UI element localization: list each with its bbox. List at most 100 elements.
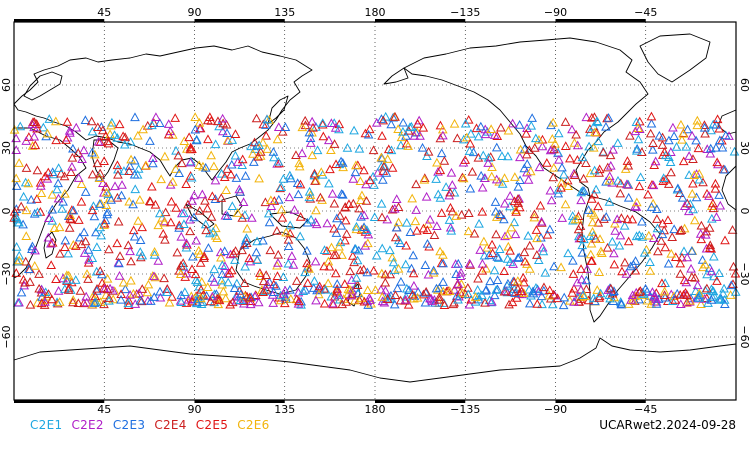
obs-triangle bbox=[222, 128, 232, 137]
obs-triangle bbox=[407, 289, 418, 299]
obs-triangle bbox=[428, 267, 439, 277]
obs-triangle bbox=[147, 120, 157, 130]
obs-triangle bbox=[434, 294, 445, 304]
obs-triangle bbox=[622, 214, 633, 224]
obs-triangle bbox=[87, 253, 98, 262]
obs-triangle bbox=[646, 202, 657, 211]
obs-triangle bbox=[247, 213, 257, 222]
obs-triangle bbox=[549, 261, 559, 271]
obs-triangle bbox=[592, 117, 603, 127]
obs-triangle bbox=[73, 298, 84, 308]
obs-triangle bbox=[199, 253, 209, 262]
obs-triangle bbox=[519, 163, 530, 173]
obs-triangle bbox=[663, 215, 673, 225]
obs-triangle bbox=[203, 243, 214, 252]
obs-triangle bbox=[504, 299, 514, 309]
obs-triangle bbox=[572, 140, 583, 150]
obs-triangle bbox=[385, 245, 395, 255]
obs-triangle bbox=[304, 263, 314, 273]
obs-triangle bbox=[467, 166, 478, 176]
obs-triangle bbox=[627, 214, 638, 224]
obs-triangle bbox=[210, 175, 221, 185]
obs-triangle bbox=[700, 128, 710, 138]
obs-triangle bbox=[499, 173, 510, 182]
obs-triangle bbox=[673, 183, 683, 193]
obs-triangle bbox=[573, 231, 584, 241]
obs-triangle bbox=[116, 294, 126, 304]
obs-triangle bbox=[519, 277, 529, 287]
obs-triangle bbox=[529, 143, 540, 152]
obs-triangle bbox=[381, 168, 392, 177]
obs-triangle bbox=[327, 298, 338, 308]
obs-triangle bbox=[310, 176, 320, 185]
obs-triangle bbox=[40, 171, 51, 181]
obs-triangle bbox=[325, 164, 335, 174]
obs-triangle bbox=[377, 212, 387, 222]
obs-triangle bbox=[586, 112, 597, 122]
obs-triangle bbox=[652, 214, 662, 223]
obs-triangle bbox=[517, 289, 528, 299]
obs-triangle bbox=[302, 258, 312, 268]
obs-triangle bbox=[676, 225, 687, 234]
obs-triangle bbox=[103, 138, 114, 148]
obs-triangle bbox=[206, 211, 217, 221]
obs-triangle bbox=[141, 160, 151, 170]
obs-triangle bbox=[558, 169, 569, 179]
lon-tick-label-bottom: 90 bbox=[188, 403, 202, 416]
obs-triangle bbox=[80, 115, 91, 125]
obs-triangle bbox=[341, 297, 351, 306]
obs-triangle bbox=[102, 207, 113, 216]
obs-triangle bbox=[258, 276, 269, 286]
legend-item: C2E6 bbox=[237, 418, 270, 432]
obs-triangle bbox=[114, 119, 125, 129]
obs-triangle bbox=[518, 272, 529, 282]
obs-triangle bbox=[643, 230, 654, 240]
obs-triangle bbox=[248, 149, 258, 158]
coastline-antarctica bbox=[13, 337, 737, 401]
obs-triangle bbox=[510, 172, 520, 181]
obs-triangle bbox=[36, 284, 47, 294]
obs-triangle bbox=[351, 224, 362, 234]
obs-triangle bbox=[377, 243, 388, 253]
obs-triangle bbox=[675, 225, 685, 235]
obs-triangle bbox=[537, 141, 548, 151]
obs-triangle bbox=[97, 278, 108, 287]
obs-triangle bbox=[682, 124, 693, 134]
legend: C2E1 C2E2 C2E3 C2E4 C2E5 C2E6 bbox=[30, 418, 279, 432]
obs-triangle bbox=[391, 222, 402, 232]
obs-triangle bbox=[371, 250, 382, 260]
obs-triangle bbox=[352, 255, 363, 265]
obs-triangle bbox=[578, 173, 589, 183]
obs-triangle bbox=[428, 265, 439, 275]
obs-triangle bbox=[217, 260, 228, 270]
obs-triangle bbox=[83, 244, 94, 254]
coastline-north-america bbox=[403, 37, 649, 197]
obs-triangle bbox=[449, 118, 460, 128]
obs-triangle bbox=[563, 248, 573, 258]
obs-triangle bbox=[487, 248, 498, 258]
obs-triangle bbox=[153, 256, 164, 265]
obs-triangle bbox=[124, 196, 135, 206]
obs-triangle bbox=[146, 181, 157, 191]
obs-triangle bbox=[47, 237, 58, 247]
obs-triangle bbox=[612, 214, 623, 224]
obs-triangle bbox=[308, 283, 319, 292]
obs-triangle bbox=[300, 267, 310, 277]
obs-triangle bbox=[727, 225, 738, 234]
obs-triangle bbox=[510, 229, 521, 239]
obs-triangle bbox=[632, 144, 642, 153]
obs-triangle bbox=[195, 257, 206, 267]
obs-triangle bbox=[201, 291, 212, 300]
obs-triangle bbox=[265, 245, 276, 255]
obs-triangle bbox=[50, 116, 61, 126]
obs-triangle bbox=[438, 258, 448, 268]
obs-triangle bbox=[412, 225, 422, 235]
obs-triangle bbox=[499, 266, 510, 276]
obs-triangle bbox=[603, 113, 614, 122]
obs-triangle bbox=[185, 144, 196, 154]
obs-triangle bbox=[354, 294, 365, 304]
obs-triangle bbox=[135, 295, 146, 305]
obs-triangle bbox=[532, 250, 542, 259]
obs-triangle bbox=[268, 147, 279, 156]
